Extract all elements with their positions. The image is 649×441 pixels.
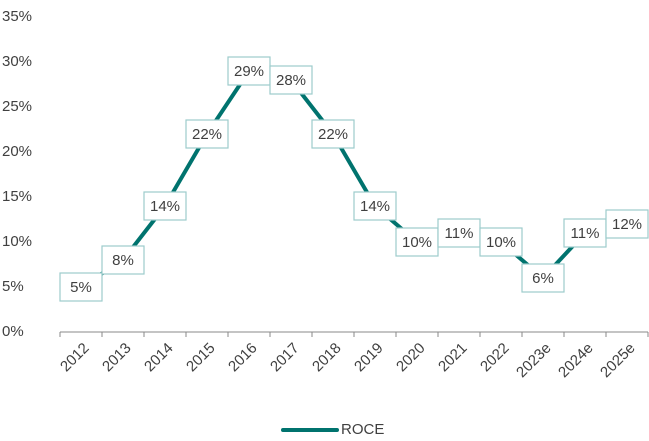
y-tick-label: 30% xyxy=(2,53,32,70)
data-label: 6% xyxy=(532,270,554,287)
data-label: 5% xyxy=(70,279,92,296)
data-label-box xyxy=(605,209,649,239)
data-label: 22% xyxy=(318,126,348,143)
y-tick-label: 5% xyxy=(2,278,24,295)
x-tick-label: 2015 xyxy=(183,340,219,376)
y-tick-label: 10% xyxy=(2,233,32,250)
y-tick-label: 0% xyxy=(2,323,24,340)
data-label-box xyxy=(59,272,103,302)
data-label: 10% xyxy=(402,234,432,251)
data-label: 11% xyxy=(445,225,474,242)
data-label: 10% xyxy=(486,234,516,251)
x-tick-label: 2024e xyxy=(555,340,597,382)
x-tick-label: 2017 xyxy=(267,340,303,376)
y-tick-label: 35% xyxy=(2,8,32,25)
data-label: 22% xyxy=(192,126,222,143)
data-label-box xyxy=(479,227,523,257)
data-label: 14% xyxy=(360,198,390,215)
x-tick-label: 2025e xyxy=(597,340,639,382)
data-label: 8% xyxy=(112,252,134,269)
data-label-box xyxy=(101,245,145,275)
x-tick-label: 2014 xyxy=(141,340,177,376)
x-tick-label: 2023e xyxy=(513,340,555,382)
data-label-box xyxy=(311,119,355,149)
x-tick-label: 2013 xyxy=(99,340,135,376)
x-tick-label: 2018 xyxy=(309,340,345,376)
x-tick-label: 2012 xyxy=(57,340,93,376)
data-label-box xyxy=(353,191,397,221)
data-label-box xyxy=(143,191,187,221)
line xyxy=(79,69,628,289)
y-tick-label: 25% xyxy=(2,98,32,115)
data-label: 12% xyxy=(612,216,642,233)
x-tick-label: 2016 xyxy=(225,340,261,376)
x-tick-label: 2022 xyxy=(477,340,513,376)
data-label-box xyxy=(563,218,607,248)
data-label-box xyxy=(185,119,229,149)
data-label: 11% xyxy=(571,225,600,242)
data-label-box xyxy=(227,56,271,86)
data-label-box xyxy=(437,218,481,248)
data-label: 14% xyxy=(150,198,180,215)
x-tick-label: 2019 xyxy=(351,340,387,376)
legend-label: ROCE xyxy=(341,421,384,438)
data-label-box xyxy=(521,263,565,293)
data-label-box xyxy=(269,65,313,95)
y-tick-label: 15% xyxy=(2,188,32,205)
x-tick-label: 2020 xyxy=(393,340,429,376)
data-label: 28% xyxy=(276,72,306,89)
data-label-box xyxy=(395,227,439,257)
y-tick-label: 20% xyxy=(2,143,32,160)
data-label: 29% xyxy=(234,63,264,80)
x-tick-label: 2021 xyxy=(435,340,471,376)
